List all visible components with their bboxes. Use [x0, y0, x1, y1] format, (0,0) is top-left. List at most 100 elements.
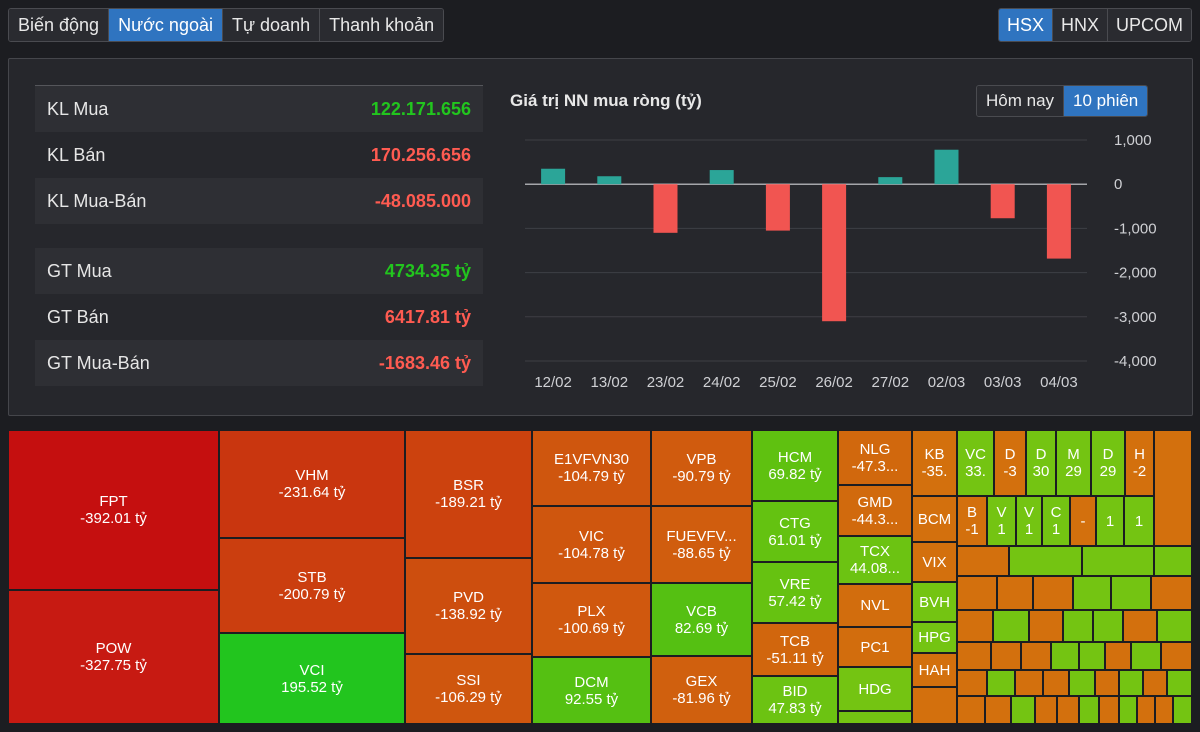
treemap-cell-small[interactable] [1079, 696, 1099, 724]
treemap-cell-small[interactable] [1154, 546, 1192, 576]
range-today-button[interactable]: Hôm nay [977, 86, 1065, 116]
treemap-cell-small[interactable] [1155, 696, 1173, 724]
treemap-cell[interactable]: PLX -100.69 tỷ [532, 583, 651, 657]
treemap-cell[interactable]: BVH [912, 582, 957, 622]
treemap-cell[interactable]: GMD -44.3... [838, 485, 912, 536]
treemap-cell-small[interactable] [1011, 696, 1035, 724]
treemap-cell-small[interactable] [957, 696, 985, 724]
treemap-cell-small[interactable] [1079, 642, 1105, 670]
treemap-cell[interactable]: PC1 [838, 627, 912, 667]
treemap-cell[interactable]: KB -35. [912, 430, 957, 496]
treemap-cell-small[interactable] [1069, 670, 1095, 696]
treemap-cell-small[interactable] [1137, 696, 1155, 724]
treemap-cell[interactable]: BSR -189.21 tỷ [405, 430, 532, 558]
treemap-cell[interactable]: B -1 [957, 496, 987, 546]
treemap-cell-small[interactable] [1029, 610, 1063, 642]
treemap-cell[interactable]: VCB 82.69 tỷ [651, 583, 752, 656]
treemap-cell[interactable]: HAH [912, 653, 957, 687]
treemap-cell-small[interactable] [957, 642, 991, 670]
treemap-cell[interactable]: VIX [912, 542, 957, 582]
treemap-cell-small[interactable] [1119, 670, 1143, 696]
tab-thanh-khoan[interactable]: Thanh khoản [320, 9, 444, 41]
treemap-cell[interactable]: FUEVFV... -88.65 tỷ [651, 506, 752, 583]
treemap-cell[interactable]: TCX 44.08... [838, 536, 912, 584]
treemap-cell-small[interactable] [1143, 670, 1167, 696]
treemap-cell-small[interactable] [985, 696, 1011, 724]
treemap-cell[interactable]: FPT -392.01 tỷ [8, 430, 219, 590]
treemap-cell-small[interactable] [1119, 696, 1137, 724]
treemap-cell[interactable]: VCI 195.52 tỷ [219, 633, 405, 724]
treemap-cell-small[interactable] [993, 610, 1029, 642]
tab-nuoc-ngoai[interactable]: Nước ngoài [109, 9, 223, 41]
treemap-cell-small[interactable] [1173, 696, 1192, 724]
treemap-cell-small[interactable] [987, 670, 1015, 696]
treemap-cell-small[interactable] [1167, 670, 1192, 696]
treemap-cell-small[interactable] [1021, 642, 1051, 670]
treemap-cell[interactable]: NLG -47.3... [838, 430, 912, 485]
treemap-cell-small[interactable] [957, 610, 993, 642]
exchange-upcom[interactable]: UPCOM [1108, 9, 1191, 41]
treemap-cell[interactable]: E1VFVN30 -104.79 tỷ [532, 430, 651, 506]
treemap-cell-small[interactable] [1099, 696, 1119, 724]
treemap-cell-small[interactable] [1095, 670, 1119, 696]
treemap-cell[interactable]: VIC -104.78 tỷ [532, 506, 651, 583]
treemap-cell[interactable]: VRE 57.42 tỷ [752, 562, 838, 623]
treemap-cell-small[interactable] [957, 546, 1009, 576]
treemap-cell-small[interactable] [1033, 576, 1073, 610]
treemap-cell[interactable]: BID 47.83 tỷ [752, 676, 838, 724]
treemap-cell[interactable]: CTG 61.01 tỷ [752, 501, 838, 562]
treemap-cell-small[interactable] [1105, 642, 1131, 670]
treemap-cell-small[interactable] [1082, 546, 1154, 576]
treemap-cell-small[interactable] [1093, 610, 1123, 642]
treemap-cell[interactable]: GEX -81.96 tỷ [651, 656, 752, 724]
treemap-cell-small[interactable] [1161, 642, 1192, 670]
treemap-cell-small[interactable] [1111, 576, 1151, 610]
treemap-cell-small[interactable] [1151, 576, 1192, 610]
treemap-cell[interactable]: - [1070, 496, 1096, 546]
treemap-cell-small[interactable] [912, 687, 957, 724]
treemap-cell[interactable]: HDG [838, 667, 912, 711]
treemap-cell-small[interactable] [1057, 696, 1079, 724]
range-10-sessions-button[interactable]: 10 phiên [1064, 86, 1148, 116]
treemap-cell[interactable]: DCM 92.55 tỷ [532, 657, 651, 724]
treemap-cell[interactable]: SSI -106.29 tỷ [405, 654, 532, 724]
tab-bien-dong[interactable]: Biến động [9, 9, 110, 41]
treemap-cell[interactable]: PVD -138.92 tỷ [405, 558, 532, 654]
treemap-cell-small[interactable] [1035, 696, 1057, 724]
treemap-cell[interactable]: VPB -90.79 tỷ [651, 430, 752, 506]
treemap-cell-small[interactable] [997, 576, 1033, 610]
treemap-cell-small[interactable] [957, 576, 997, 610]
treemap-cell[interactable]: HCM 69.82 tỷ [752, 430, 838, 501]
treemap-cell[interactable]: H -2 [1125, 430, 1154, 496]
treemap-cell[interactable]: VHM -231.64 tỷ [219, 430, 405, 538]
treemap-cell[interactable]: POW -327.75 tỷ [8, 590, 219, 724]
treemap-cell-small[interactable] [838, 711, 912, 724]
treemap-cell[interactable]: NVL [838, 584, 912, 627]
treemap-cell-small[interactable] [1063, 610, 1093, 642]
treemap-cell-small[interactable] [1009, 546, 1082, 576]
treemap-cell[interactable]: 1 [1124, 496, 1154, 546]
treemap-cell[interactable]: TCB -51.11 tỷ [752, 623, 838, 676]
treemap-cell[interactable]: HPG [912, 622, 957, 653]
exchange-hnx[interactable]: HNX [1052, 9, 1108, 41]
treemap-cell[interactable]: D -3 [994, 430, 1026, 496]
treemap-cell-small[interactable] [957, 670, 987, 696]
treemap-cell[interactable]: STB -200.79 tỷ [219, 538, 405, 633]
treemap-cell-small[interactable] [1051, 642, 1079, 670]
treemap-cell[interactable]: 1 [1096, 496, 1124, 546]
treemap-cell[interactable]: BCM [912, 496, 957, 542]
treemap-cell-small[interactable] [1073, 576, 1111, 610]
tab-tu-doanh[interactable]: Tự doanh [222, 9, 321, 41]
exchange-hsx[interactable]: HSX [998, 9, 1053, 41]
treemap-cell[interactable]: D 29 [1091, 430, 1125, 496]
treemap-cell[interactable]: VC 33. [957, 430, 994, 496]
treemap-cell-small[interactable] [1154, 430, 1192, 546]
treemap-cell-small[interactable] [1131, 642, 1161, 670]
treemap-cell-small[interactable] [991, 642, 1021, 670]
treemap-cell-small[interactable] [1043, 670, 1069, 696]
treemap-cell[interactable]: D 30 [1026, 430, 1056, 496]
treemap-cell-small[interactable] [1015, 670, 1043, 696]
treemap-cell[interactable]: M 29 [1056, 430, 1091, 496]
